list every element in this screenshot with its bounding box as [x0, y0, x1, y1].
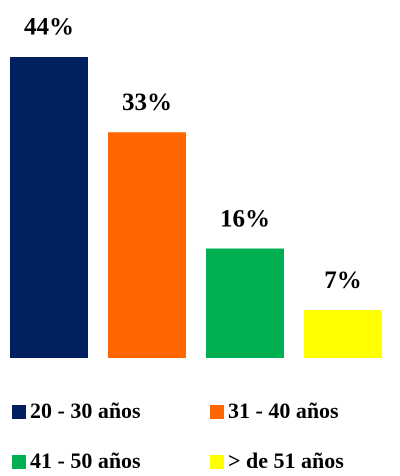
legend-swatch	[210, 455, 224, 469]
legend-label: 41 - 50 años	[30, 448, 141, 473]
bar	[206, 248, 284, 358]
value-label: 7%	[324, 267, 362, 294]
legend-swatch	[12, 455, 26, 469]
legend-label: 31 - 40 años	[228, 398, 339, 423]
legend-label: > de 51 años	[228, 448, 344, 473]
value-label: 44%	[24, 14, 74, 41]
bar	[10, 57, 88, 358]
bar	[108, 132, 186, 358]
value-label: 33%	[122, 89, 172, 116]
legend-swatch	[12, 405, 26, 419]
legend-swatch	[210, 405, 224, 419]
bar	[304, 310, 382, 358]
legend-label: 20 - 30 años	[30, 398, 141, 423]
value-label: 16%	[220, 205, 270, 232]
